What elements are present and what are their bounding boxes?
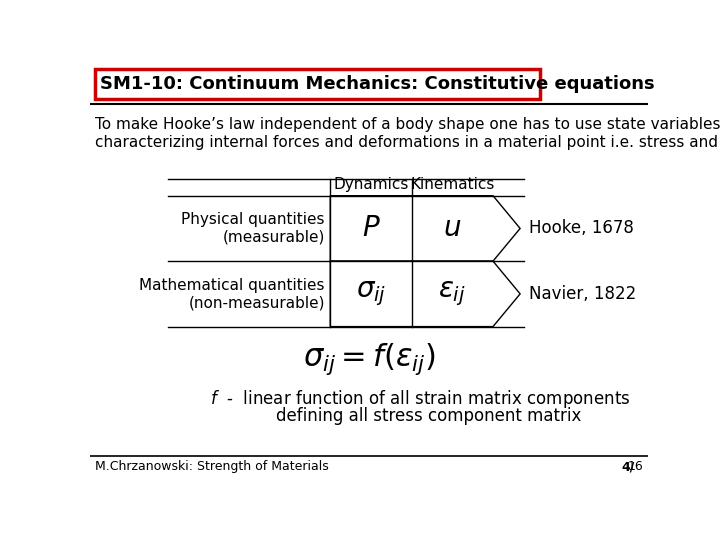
Text: Navier, 1822: Navier, 1822 <box>529 285 636 303</box>
Text: Mathematical quantities
(non-measurable): Mathematical quantities (non-measurable) <box>140 278 325 310</box>
Text: Kinematics: Kinematics <box>410 178 495 192</box>
Text: $f$  -  linear function of all strain matrix components: $f$ - linear function of all strain matr… <box>210 388 631 410</box>
Text: defining all stress component matrix: defining all stress component matrix <box>276 407 581 425</box>
Text: 4/: 4/ <box>621 460 635 473</box>
Text: $\sigma_{ij}$: $\sigma_{ij}$ <box>356 280 386 308</box>
Text: Physical quantities
(measurable): Physical quantities (measurable) <box>181 212 325 245</box>
FancyBboxPatch shape <box>94 70 540 99</box>
Text: $u$: $u$ <box>443 214 462 242</box>
Text: Hooke, 1678: Hooke, 1678 <box>529 219 634 238</box>
Text: $\varepsilon_{ij}$: $\varepsilon_{ij}$ <box>438 280 467 308</box>
Text: M.Chrzanowski: Strength of Materials: M.Chrzanowski: Strength of Materials <box>94 460 328 473</box>
Text: 16: 16 <box>628 460 644 473</box>
Text: Dynamics: Dynamics <box>333 178 409 192</box>
Text: $\sigma_{ij} = f\left(\varepsilon_{ij}\right)$: $\sigma_{ij} = f\left(\varepsilon_{ij}\r… <box>302 341 436 377</box>
Text: SM1-10: Continuum Mechanics: Constitutive equations: SM1-10: Continuum Mechanics: Constitutiv… <box>100 75 654 93</box>
Text: $P$: $P$ <box>361 214 380 242</box>
Text: To make Hooke’s law independent of a body shape one has to use state variables
c: To make Hooke’s law independent of a bod… <box>94 117 720 150</box>
